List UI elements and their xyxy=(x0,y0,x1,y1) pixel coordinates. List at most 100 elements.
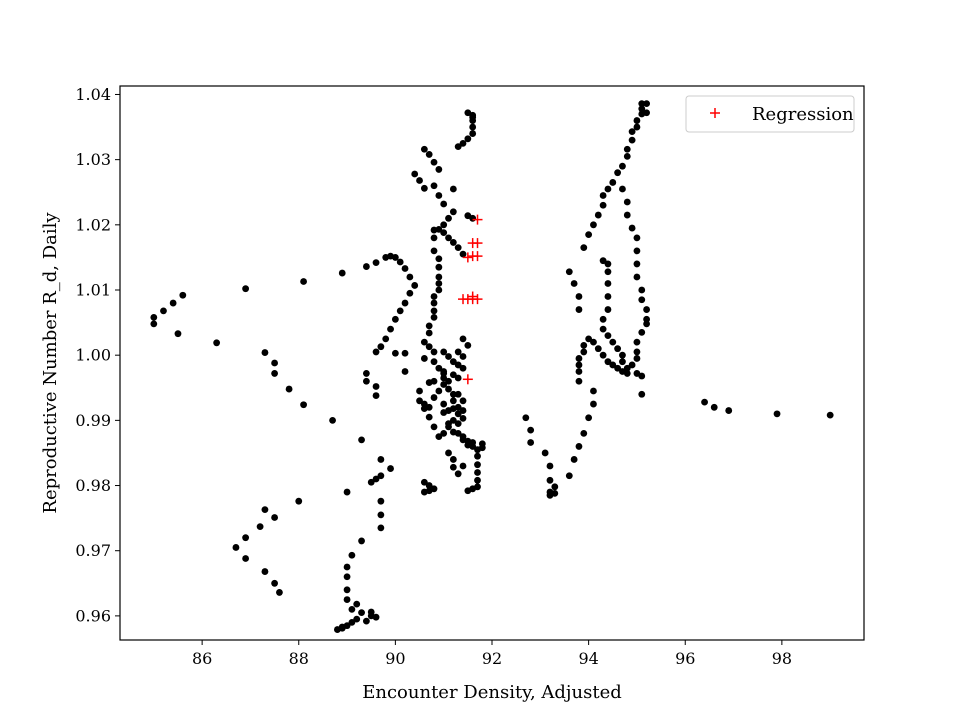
data-point xyxy=(638,328,646,336)
data-point xyxy=(474,469,481,476)
legend-plus-icon xyxy=(710,108,720,118)
data-point xyxy=(430,358,438,366)
data-point xyxy=(638,296,646,304)
data-point xyxy=(150,320,158,328)
data-point xyxy=(565,472,573,480)
x-tick-label: 88 xyxy=(289,649,309,668)
data-point xyxy=(459,335,467,343)
regression-point xyxy=(462,374,473,385)
data-point xyxy=(425,487,433,495)
data-point xyxy=(362,617,370,625)
data-point xyxy=(382,335,390,343)
data-point xyxy=(638,105,646,113)
data-point xyxy=(372,475,380,483)
data-point xyxy=(623,145,631,153)
data-point xyxy=(348,605,356,613)
data-point xyxy=(343,488,351,496)
regression-point xyxy=(458,294,469,305)
data-point xyxy=(459,407,467,414)
data-point xyxy=(594,345,602,353)
data-point xyxy=(391,315,399,323)
data-point xyxy=(623,370,631,377)
data-point xyxy=(459,397,467,405)
y-tick-label: 0.98 xyxy=(75,476,111,495)
data-point xyxy=(469,123,477,131)
data-point xyxy=(377,472,385,480)
data-point xyxy=(435,286,443,294)
data-point xyxy=(440,221,448,229)
legend: Regression xyxy=(685,95,855,133)
data-point xyxy=(449,358,457,366)
data-point xyxy=(590,338,597,346)
y-axis: 0.96 0.97 0.98 0.99 1.00 1.01 1.02 1.03 1.04 xyxy=(75,85,120,625)
data-point xyxy=(619,162,626,170)
data-point xyxy=(372,383,380,390)
data-point xyxy=(353,615,361,623)
data-point xyxy=(406,273,414,281)
data-point xyxy=(411,170,419,178)
data-point xyxy=(599,315,607,323)
data-point xyxy=(213,339,221,347)
data-point xyxy=(459,250,467,258)
data-point xyxy=(435,263,443,271)
data-point xyxy=(425,343,433,351)
data-point xyxy=(150,313,158,321)
data-point xyxy=(430,348,438,356)
data-point xyxy=(358,436,365,444)
data-point xyxy=(614,169,622,177)
data-point xyxy=(633,260,641,268)
data-point xyxy=(445,377,452,385)
data-point xyxy=(580,342,588,349)
data-point xyxy=(377,343,385,351)
data-point xyxy=(464,135,472,143)
data-point xyxy=(546,462,554,470)
data-point xyxy=(440,229,448,237)
data-point xyxy=(377,524,385,532)
data-point xyxy=(580,244,588,252)
data-point xyxy=(585,231,593,239)
data-point xyxy=(425,413,433,421)
x-tick-label: 90 xyxy=(385,649,405,668)
data-point xyxy=(391,254,399,261)
data-point xyxy=(445,449,452,457)
data-point xyxy=(459,364,467,372)
data-point xyxy=(454,470,462,478)
data-point xyxy=(469,130,477,137)
data-point xyxy=(430,293,438,300)
data-point xyxy=(449,208,457,216)
data-point xyxy=(454,348,462,356)
data-point xyxy=(430,299,438,307)
data-point xyxy=(435,364,443,372)
data-point xyxy=(590,221,597,229)
data-point xyxy=(445,385,452,393)
data-point xyxy=(604,306,612,313)
data-point xyxy=(643,100,650,107)
data-point xyxy=(633,338,641,346)
data-point xyxy=(454,390,462,398)
data-point xyxy=(420,405,428,413)
regression-point xyxy=(472,214,483,225)
data-point xyxy=(599,325,607,333)
data-point xyxy=(160,307,167,315)
data-point xyxy=(353,600,361,608)
y-tick-label: 1.03 xyxy=(75,150,111,169)
data-point xyxy=(454,420,462,428)
data-point xyxy=(565,268,573,276)
data-point xyxy=(604,260,612,268)
data-point xyxy=(449,416,457,424)
data-point xyxy=(425,322,433,330)
y-tick-label: 0.99 xyxy=(75,411,111,430)
data-point xyxy=(633,123,641,131)
data-point xyxy=(454,361,462,369)
data-point xyxy=(430,377,438,385)
data-point xyxy=(585,414,593,422)
data-point xyxy=(401,349,409,357)
data-point xyxy=(459,462,467,470)
data-point xyxy=(435,280,443,287)
data-point xyxy=(174,330,182,338)
data-point xyxy=(628,128,636,136)
data-point xyxy=(420,338,428,346)
x-tick-label: 94 xyxy=(578,649,598,668)
data-point xyxy=(546,476,554,484)
data-point xyxy=(454,374,462,382)
